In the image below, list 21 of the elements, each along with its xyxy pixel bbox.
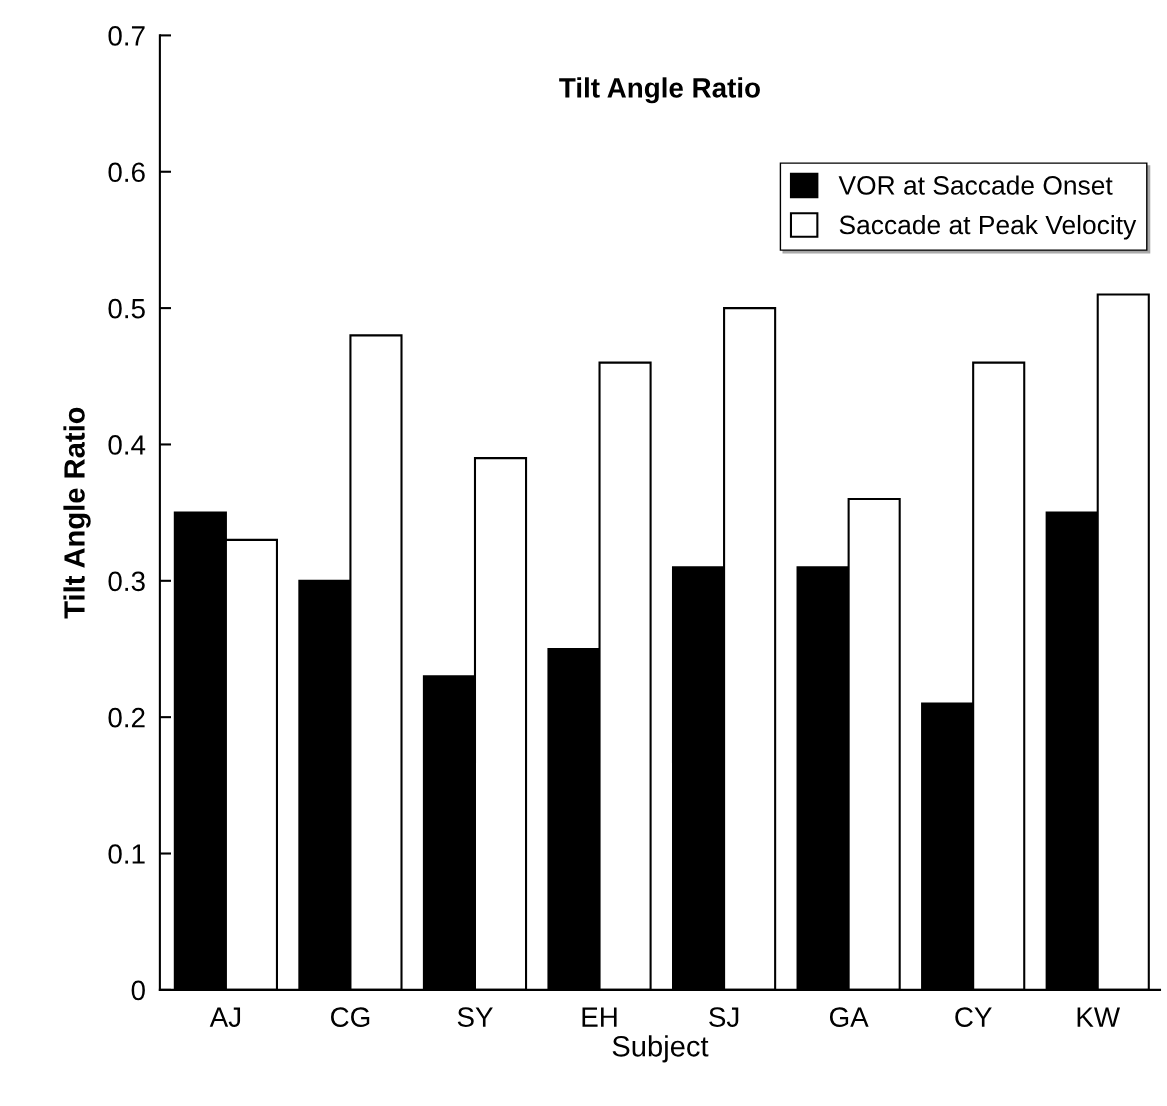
legend-label: Saccade at Peak Velocity xyxy=(839,214,1137,240)
legend-label: VOR at Saccade Onset xyxy=(838,175,1113,195)
x-tick-label: SJ xyxy=(709,1007,739,1027)
y-tick-label: 0.2 xyxy=(108,707,145,728)
y-tick-label: 0.5 xyxy=(108,298,145,319)
x-tick-label: EH xyxy=(582,1007,617,1027)
x-tick-label: GA xyxy=(829,1007,869,1027)
x-tick-label: SY xyxy=(457,1007,493,1027)
y-tick-label: 0.1 xyxy=(108,844,145,864)
x-axis-title: Subject xyxy=(612,1035,709,1063)
y-tick-label: 0.7 xyxy=(108,26,145,46)
y-tick-label: 0.4 xyxy=(108,435,146,455)
x-tick-label: CG xyxy=(331,1007,370,1027)
text: Tilt Angle Ratio xyxy=(559,77,760,104)
x-tick-label: KW xyxy=(1077,1007,1120,1027)
x-tick-label: CY xyxy=(955,1007,992,1027)
y-tick-label: 0.3 xyxy=(108,571,145,592)
y-axis-title: Tilt Angle Ratio xyxy=(63,407,91,619)
y-tick-label: 0 xyxy=(131,980,145,1001)
y-tick-label: 0.6 xyxy=(108,162,145,183)
x-tick-label: AJ xyxy=(209,1007,241,1027)
